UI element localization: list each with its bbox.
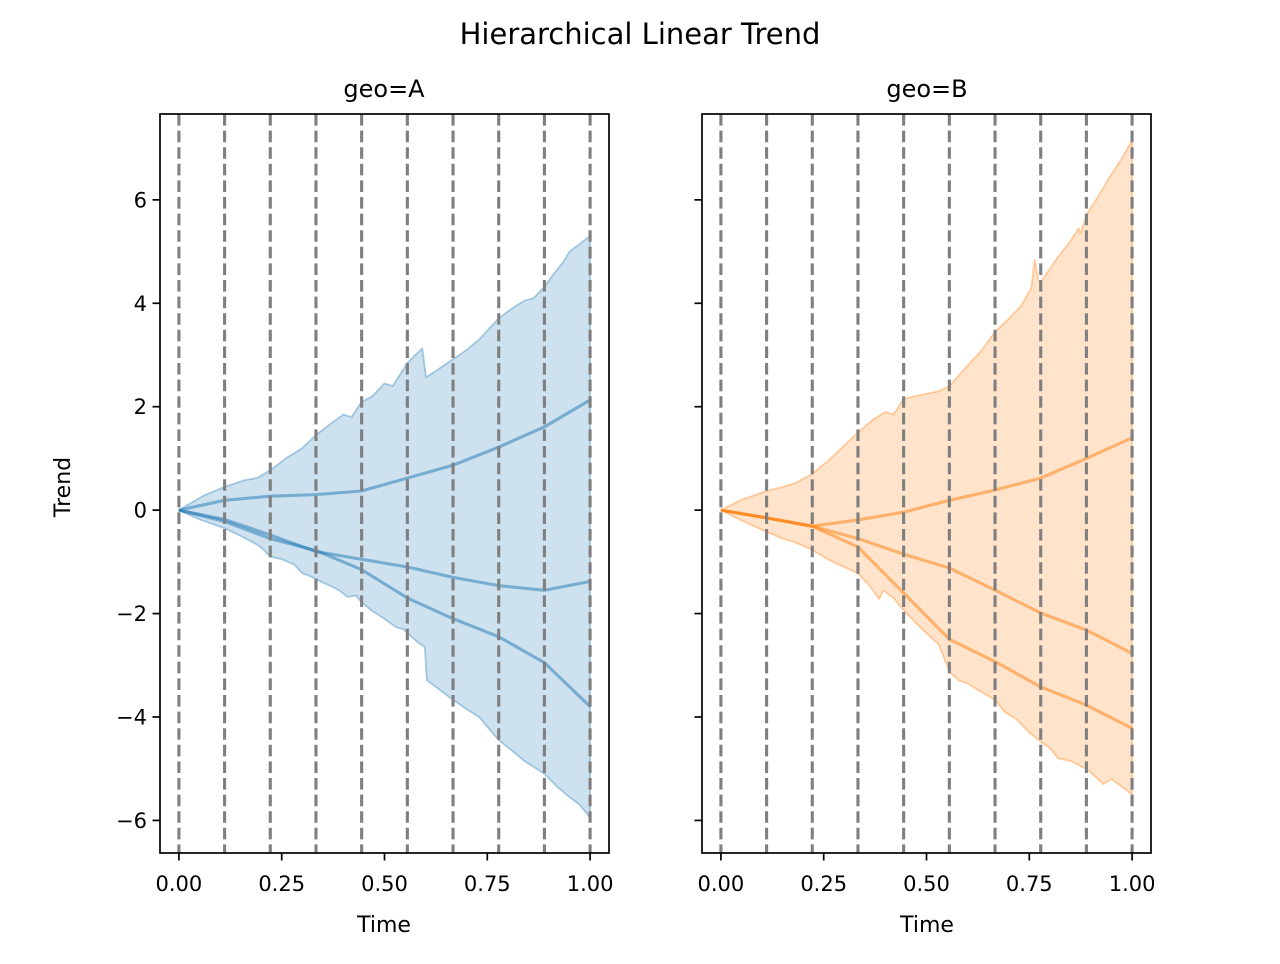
x-tick-label: 0.25 xyxy=(800,872,847,896)
y-tick-label: 0 xyxy=(134,499,147,523)
y-tick-label: 4 xyxy=(134,292,147,316)
panel-title-geo-a: geo=A xyxy=(343,75,425,103)
x-tick-label: 1.00 xyxy=(567,872,614,896)
y-tick-label: 6 xyxy=(134,188,147,212)
x-axis-label-left: Time xyxy=(356,913,411,938)
x-axis-label-right: Time xyxy=(899,913,954,938)
panel-geo-b: 0.00 0.25 0.50 0.75 1.00 xyxy=(694,113,1156,896)
trend-sample-mid xyxy=(178,508,591,592)
y-tick-label: 2 xyxy=(134,395,147,419)
trend-sample-up xyxy=(178,398,591,512)
trend-sample-low xyxy=(720,508,1133,730)
uncertainty-band xyxy=(720,139,1133,796)
x-tick-label: 0.50 xyxy=(361,872,408,896)
x-tick-label: 0.50 xyxy=(903,872,950,896)
y-tick-label: −4 xyxy=(116,705,147,729)
x-tick-label: 0.25 xyxy=(258,872,305,896)
x-tick-label: 0.75 xyxy=(1006,872,1053,896)
panel-title-geo-b: geo=B xyxy=(886,75,967,103)
x-tick-label: 0.75 xyxy=(464,872,511,896)
x-tick-label: 0.00 xyxy=(698,872,745,896)
y-tick-label: −2 xyxy=(116,602,147,626)
figure-title: Hierarchical Linear Trend xyxy=(460,17,821,51)
x-tick-label: 1.00 xyxy=(1109,872,1156,896)
uncertainty-band xyxy=(178,235,591,819)
x-tick-label: 0.00 xyxy=(156,872,203,896)
trend-sample-low xyxy=(178,508,592,708)
y-tick-label: −6 xyxy=(116,809,147,833)
panel-geo-a: 0.00 0.25 0.50 0.75 1.00 −6 −4 −2 0 2 4 6 xyxy=(116,113,614,896)
y-axis-label: Trend xyxy=(51,457,76,518)
